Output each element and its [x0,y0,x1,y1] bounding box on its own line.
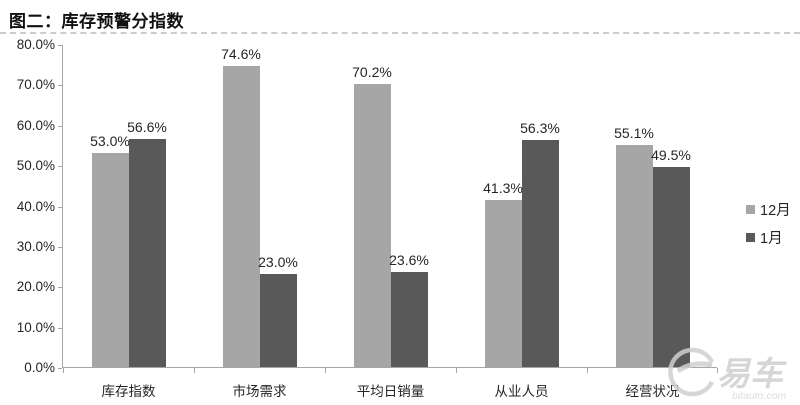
legend-item-jan: 1月 [746,227,791,248]
bar-value-label: 53.0% [90,133,130,149]
legend-swatch-jan [746,233,755,242]
legend-label-jan: 1月 [760,231,783,247]
bar-group: 74.6% 23.0% [194,45,325,367]
bar-value-label: 23.6% [389,251,429,268]
bar-value-label: 70.2% [352,63,392,80]
y-axis-tick-label: 30.0% [16,238,55,254]
category-label: 从业人员 [494,384,549,399]
y-axis-tick-label: 70.0% [16,77,55,93]
category-label: 经营状况 [625,384,680,399]
category-label: 库存指数 [101,384,156,399]
x-axis-tick-mark [325,368,326,373]
y-axis-tick-label: 10.0% [16,319,55,335]
y-axis-tick-label: 0.0% [24,360,55,375]
y-axis-tick-label: 80.0% [16,37,55,52]
bar-group: 41.3% 56.3% [456,45,587,367]
bar-value-label: 56.3% [520,119,560,136]
y-axis-tick-mark [58,45,62,46]
x-axis-tick-mark [63,368,64,373]
watermark-brand-text: 易车 [717,355,787,392]
bar-series-1 [390,271,428,367]
category-label: 市场需求 [232,384,287,399]
bar-series-1 [521,139,559,367]
bar-series-1 [652,167,690,367]
bar-group: 53.0% 56.6% [63,45,194,367]
y-axis-tick-mark [58,166,62,168]
x-axis-tick-mark [717,368,718,373]
legend-item-dec: 12月 [746,199,791,220]
x-axis-tick-mark [194,368,195,373]
bar-value-label: 41.3% [483,180,523,197]
y-axis-tick-label: 20.0% [16,279,55,295]
y-axis-tick-mark [58,368,62,369]
legend: 12月 1月 [746,199,791,248]
category-label: 平均日销量 [356,384,425,399]
y-axis-tick-label: 40.0% [16,198,55,214]
title-divider [0,32,800,34]
bar-value-label: 23.0% [258,254,298,271]
bar-group: 70.2% 23.6% [325,45,456,367]
bar-value-label: 55.1% [614,124,654,141]
bar-value-label: 56.6% [127,118,167,135]
y-axis-tick-mark [58,287,62,289]
y-axis-tick-label: 60.0% [16,117,55,133]
bar-series-0 [91,153,129,367]
bar-series-1 [128,138,166,367]
x-axis-tick-mark [456,368,457,373]
bar-series-1 [259,274,297,367]
y-axis-tick-mark [58,85,62,87]
bar-series-0 [615,144,653,367]
plot-area: 80.0% 70.0% 60.0% 50.0% 40.0% 30.0% 20.0% 10.0%… [17,37,718,399]
chart-title: 图二：库存预警分指数 [9,12,184,31]
bar-value-label: 74.6% [221,45,261,62]
y-axis-tick-mark [58,206,62,208]
legend-label-dec: 12月 [760,203,791,219]
watermark-site-text: bitauto.com [732,390,787,402]
x-axis-tick-mark [587,368,588,373]
legend-swatch-dec [746,205,755,214]
bar-value-label: 49.5% [651,147,691,164]
bar-series-0 [353,83,391,367]
y-axis-tick-label: 50.0% [16,158,55,174]
bar-series-0 [222,65,260,367]
bar-group: 55.1% 49.5% [587,45,718,367]
bar-series-0 [484,200,522,367]
y-axis-tick-mark [58,327,62,329]
y-axis-tick-mark [58,246,62,248]
y-axis-tick-mark [58,125,62,127]
